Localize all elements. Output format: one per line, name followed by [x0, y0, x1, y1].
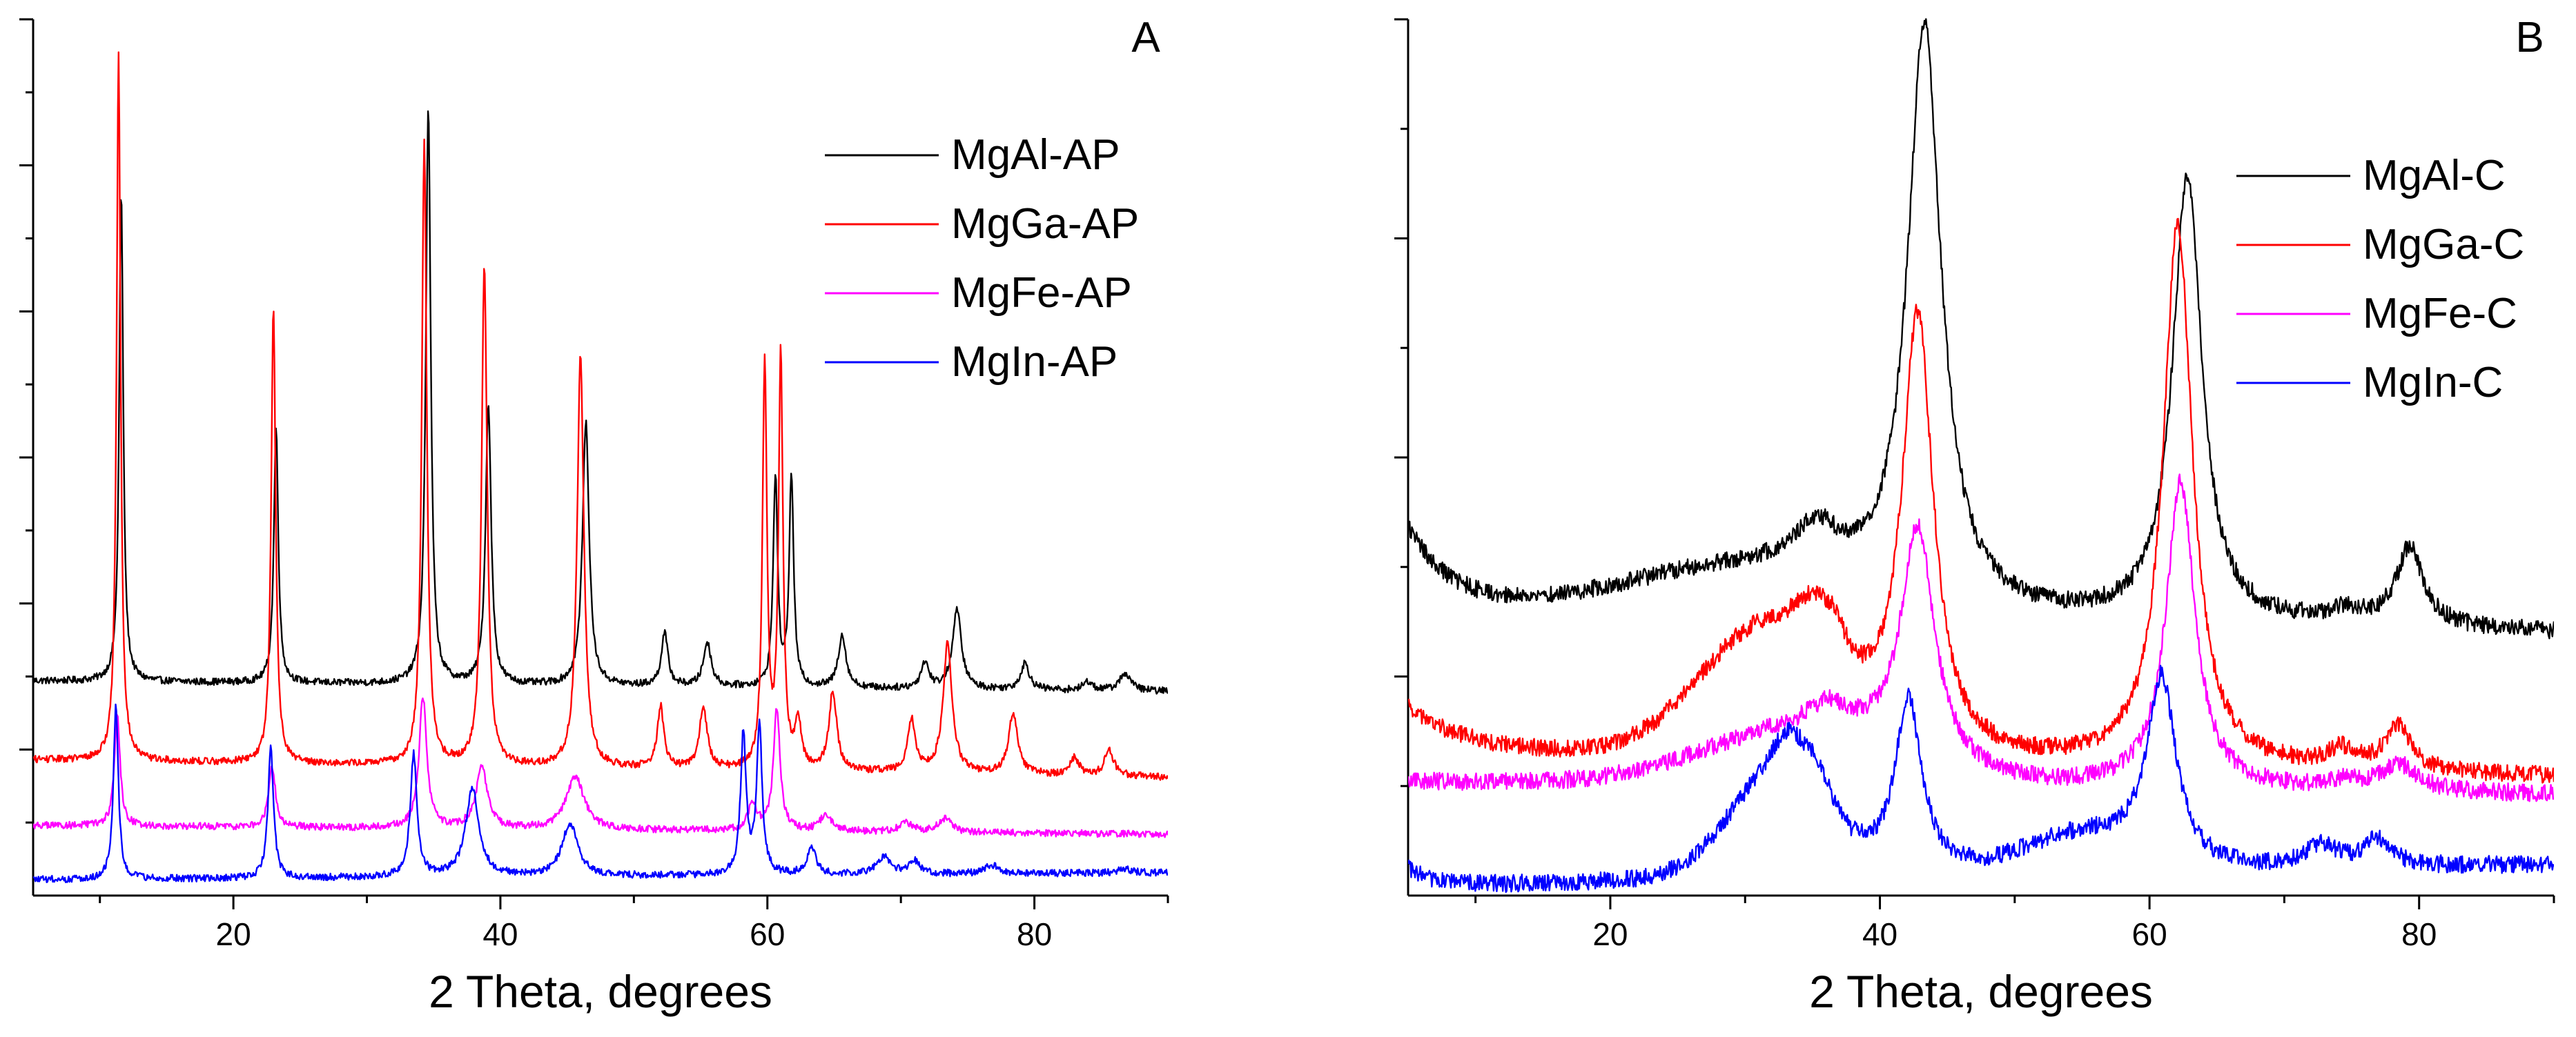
series-line-mgfe-c [1408, 473, 2554, 802]
x-axis-title: 2 Theta, degrees [429, 966, 772, 1017]
x-tick-label: 20 [1592, 916, 1628, 952]
legend-label: MgAl-C [2363, 152, 2506, 199]
x-tick-label: 60 [2132, 916, 2167, 952]
x-tick-label: 60 [750, 916, 785, 952]
legend-label: MgGa-AP [951, 200, 1139, 248]
legend-label: MgFe-AP [951, 269, 1132, 317]
series-line-mgin-ap [33, 703, 1168, 883]
x-tick-label: 20 [216, 916, 251, 952]
legend-label: MgGa-C [2363, 221, 2524, 268]
x-tick-label: 80 [1017, 916, 1052, 952]
legend-label: MgIn-AP [951, 338, 1118, 386]
panel-label: B [2515, 14, 2544, 61]
chart-panel-a: 20 40 60 80 2 Theta, degrees A MgAl-AP MgGa-AP M… [19, 14, 1169, 1017]
panel-label: A [1131, 14, 1160, 61]
legend-label: MgIn-C [2363, 359, 2503, 406]
series-line-mgga-ap [33, 51, 1168, 781]
x-tick-label: 40 [482, 916, 518, 952]
legend-label: MgAl-AP [951, 131, 1120, 179]
chart-panel-b: 20 40 60 80 2 Theta, degrees B MgAl-C MgGa-C MgF… [1394, 14, 2555, 1017]
series-line-mgga-c [1408, 217, 2554, 784]
x-tick-label: 80 [2401, 916, 2437, 952]
series-line-mgal-ap [33, 110, 1168, 695]
series-line-mgal-c [1408, 18, 2554, 640]
series-line-mgfe-ap [33, 697, 1168, 838]
x-tick-label: 40 [1862, 916, 1897, 952]
series-line-mgin-c [1408, 664, 2554, 893]
x-axis-title: 2 Theta, degrees [1809, 966, 2153, 1017]
legend-label: MgFe-C [2363, 290, 2517, 337]
